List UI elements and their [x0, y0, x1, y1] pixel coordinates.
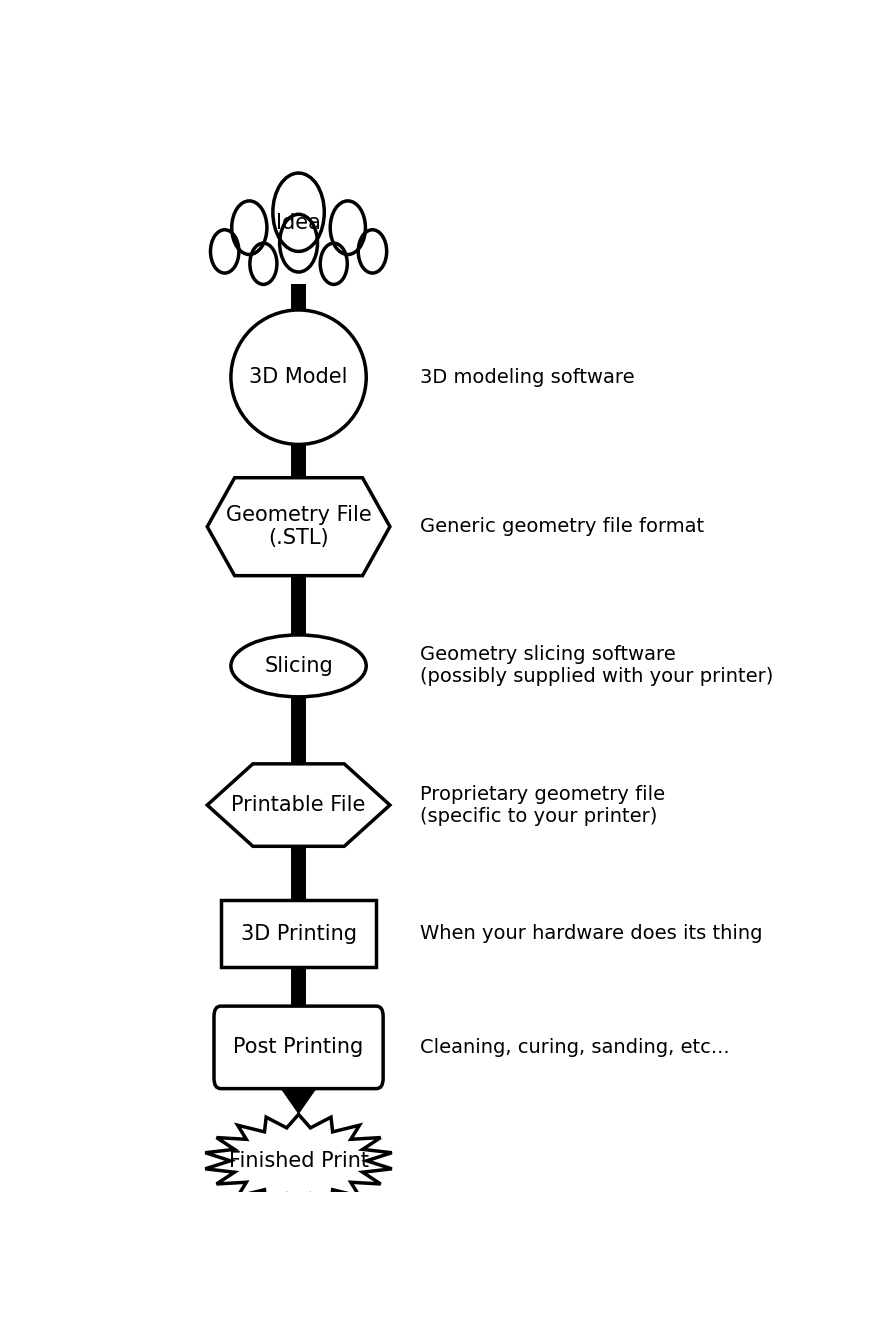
FancyBboxPatch shape: [214, 1006, 383, 1089]
Bar: [291, 696, 306, 763]
Bar: [291, 576, 306, 635]
Text: Generic geometry file format: Generic geometry file format: [421, 517, 705, 536]
Polygon shape: [205, 1114, 392, 1208]
Text: When your hardware does its thing: When your hardware does its thing: [421, 924, 763, 944]
Bar: [291, 423, 306, 478]
Circle shape: [273, 173, 324, 252]
Text: Geometry File
(.STL): Geometry File (.STL): [226, 505, 371, 548]
Bar: [291, 846, 306, 900]
Text: 3D Printing: 3D Printing: [241, 924, 356, 944]
Text: Slicing: Slicing: [265, 656, 333, 676]
Circle shape: [279, 214, 318, 272]
Text: Printable File: Printable File: [231, 795, 366, 815]
Circle shape: [330, 201, 366, 254]
Polygon shape: [207, 478, 390, 576]
Polygon shape: [207, 763, 390, 846]
Text: Idea: Idea: [276, 213, 321, 233]
Bar: [291, 284, 306, 331]
Bar: [291, 968, 306, 1016]
Circle shape: [250, 244, 277, 284]
Text: 3D modeling software: 3D modeling software: [421, 368, 635, 387]
Text: 3D Model: 3D Model: [250, 367, 347, 387]
Text: Proprietary geometry file
(specific to your printer): Proprietary geometry file (specific to y…: [421, 785, 665, 826]
Bar: [221, 900, 376, 968]
Circle shape: [320, 244, 347, 284]
Circle shape: [231, 201, 267, 254]
Text: Geometry slicing software
(possibly supplied with your printer): Geometry slicing software (possibly supp…: [421, 645, 773, 687]
Circle shape: [358, 230, 387, 273]
Ellipse shape: [230, 309, 367, 445]
Ellipse shape: [230, 635, 367, 696]
Polygon shape: [270, 1073, 327, 1114]
Text: Cleaning, curing, sanding, etc...: Cleaning, curing, sanding, etc...: [421, 1038, 730, 1056]
Text: Finished Print: Finished Print: [229, 1150, 368, 1170]
Bar: [285, 1073, 313, 1078]
Text: Post Printing: Post Printing: [233, 1038, 364, 1058]
Circle shape: [210, 230, 239, 273]
